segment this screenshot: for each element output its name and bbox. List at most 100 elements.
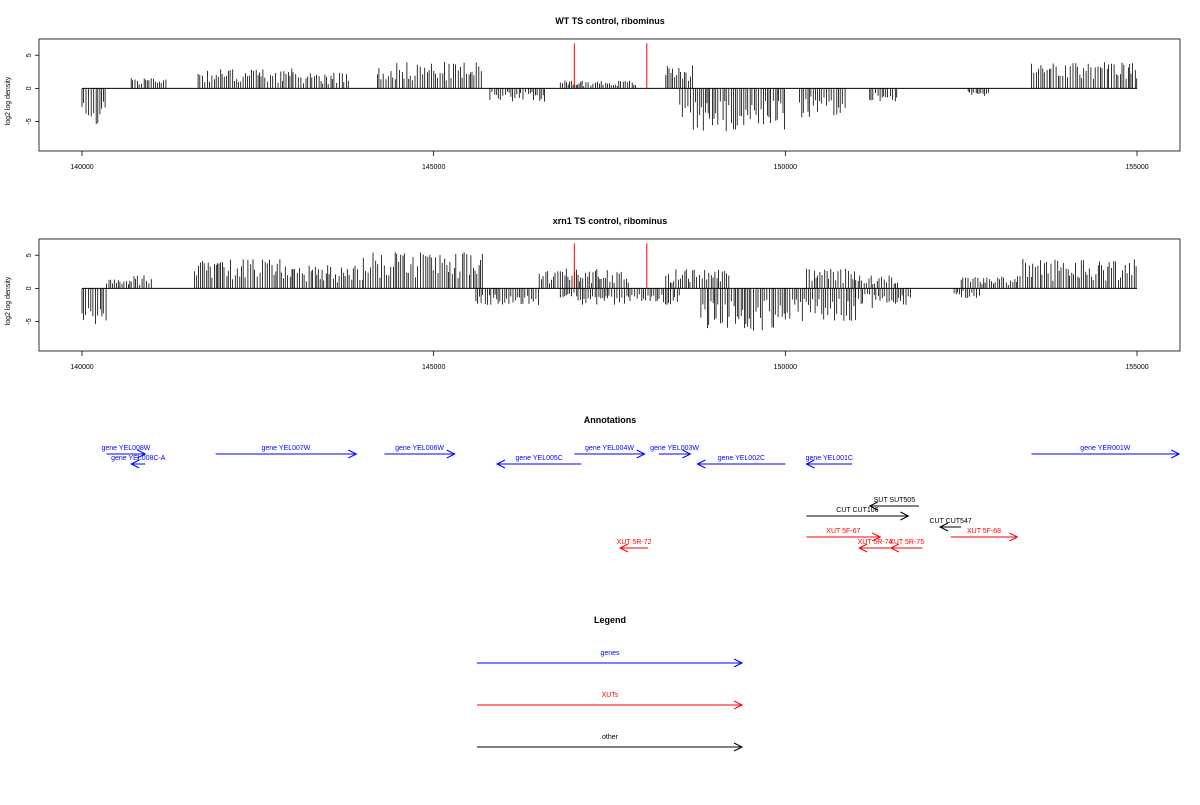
annotation-feature: XUT 5F-68 <box>950 528 1019 542</box>
annotation-feature: gene YEL002C <box>696 455 786 469</box>
wt-marker-lines <box>573 43 648 89</box>
annotation-feature: gene YEL004W <box>574 445 646 459</box>
legend-title: Legend <box>594 615 626 625</box>
feature-arrowhead <box>858 543 868 553</box>
feature-label: XUT 5R-74 <box>858 539 893 546</box>
feature-arrowhead <box>868 501 878 511</box>
y-tick-label: 0 <box>26 86 33 90</box>
x-tick-label: 145000 <box>422 364 445 371</box>
annotation-feature: gene YEL007W <box>215 445 358 459</box>
legend: Legend genes XUTs other <box>477 615 744 752</box>
xrn1-y-axis: -5 0 5 <box>26 253 39 325</box>
legend-arrowhead <box>733 658 744 668</box>
x-tick-label: 150000 <box>774 364 797 371</box>
annotation-feature: gene YEL008W <box>101 445 151 459</box>
legend-item: XUTs <box>477 692 744 710</box>
feature-arrowhead <box>618 543 629 553</box>
xrn1-coverage-panel: xrn1 TS control, ribominus log2 log dens… <box>5 216 1181 371</box>
annotation-feature: gene YEL001C <box>805 455 853 469</box>
wt-y-axis-label: log2 log density <box>5 76 12 125</box>
feature-label: gene YER001W <box>1080 445 1130 452</box>
y-tick-label: -5 <box>26 118 33 124</box>
x-tick-label: 140000 <box>70 364 93 371</box>
legend-item: genes <box>477 650 744 668</box>
legend-arrowhead <box>733 742 744 752</box>
x-tick-label: 150000 <box>774 164 797 171</box>
y-tick-label: -5 <box>26 318 33 324</box>
annotation-feature: XUT 5R-75 <box>889 539 924 553</box>
y-tick-label: 5 <box>26 53 33 57</box>
annotation-feature: gene YEL008C-A <box>111 455 166 469</box>
legend-arrowhead <box>733 700 744 710</box>
feature-label: CUT CUT547 <box>929 518 971 525</box>
feature-label: SUT SUT505 <box>874 497 916 504</box>
annotation-feature: gene YEL006W <box>384 445 456 459</box>
feature-arrowhead <box>636 449 646 459</box>
wt-x-axis: 140000 145000 150000 155000 <box>70 151 1149 171</box>
annotation-feature: gene YEL005C <box>495 455 582 469</box>
wt-bar-series <box>81 62 1138 132</box>
wt-panel-title: WT TS control, ribominus <box>555 16 665 26</box>
legend-label: XUTs <box>602 692 619 699</box>
feature-arrowhead <box>446 449 456 459</box>
annotations-title: Annotations <box>584 415 637 425</box>
xrn1-panel-title: xrn1 TS control, ribominus <box>553 216 668 226</box>
x-tick-label: 145000 <box>422 164 445 171</box>
annotation-feature: gene YER001W <box>1031 445 1181 459</box>
legend-item: other <box>477 734 744 752</box>
feature-label: CUT CUT106 <box>836 507 878 514</box>
x-tick-label: 155000 <box>1125 164 1148 171</box>
feature-label: gene YEL007W <box>262 445 311 452</box>
feature-label: gene YEL003W <box>650 445 699 452</box>
x-tick-label: 155000 <box>1125 364 1148 371</box>
feature-arrowhead <box>900 511 910 521</box>
x-tick-label: 140000 <box>70 164 93 171</box>
feature-label: gene YEL008C-A <box>111 455 166 462</box>
legend-label: genes <box>600 650 620 657</box>
feature-arrowhead <box>348 449 358 459</box>
annotation-feature: XUT 5F-67 <box>806 528 882 542</box>
xrn1-x-axis: 140000 145000 150000 155000 <box>70 351 1149 371</box>
y-tick-label: 0 <box>26 286 33 290</box>
feature-arrowhead <box>1009 532 1019 542</box>
feature-arrowhead <box>495 459 506 469</box>
feature-arrowhead <box>872 532 882 542</box>
annotation-features: gene YEL008W gene YEL008C-A gene YEL007W ge… <box>101 445 1181 553</box>
feature-label: gene YEL002C <box>718 455 765 462</box>
annotation-feature: XUT 5R-74 <box>858 539 893 553</box>
annotation-feature: gene YEL003W <box>650 445 699 459</box>
annotation-feature: CUT CUT106 <box>806 507 910 521</box>
feature-label: XUT 5F-68 <box>967 528 1001 535</box>
feature-label: XUT 5R-75 <box>889 539 924 546</box>
feature-arrowhead <box>805 459 815 469</box>
wt-y-axis: -5 0 5 <box>26 53 39 125</box>
feature-label: XUT 5F-67 <box>826 528 860 535</box>
feature-label: gene YEL004W <box>585 445 634 452</box>
feature-label: XUT 5R-72 <box>617 539 652 546</box>
wt-coverage-panel: WT TS control, ribominus log2 log densit… <box>5 16 1181 171</box>
feature-arrowhead <box>889 543 900 553</box>
feature-label: gene YEL005C <box>515 455 562 462</box>
feature-label: gene YEL001C <box>806 455 853 462</box>
xrn1-plot-frame <box>38 238 1181 352</box>
feature-arrowhead <box>938 522 949 532</box>
legend-label: other <box>602 734 619 741</box>
legend-items: genes XUTs other <box>477 650 744 752</box>
feature-arrowhead <box>682 449 692 459</box>
annotation-feature: SUT SUT505 <box>868 497 919 511</box>
feature-arrowhead <box>130 459 140 469</box>
feature-arrowhead <box>696 459 706 469</box>
y-tick-label: 5 <box>26 253 33 257</box>
annotation-feature: XUT 5R-72 <box>617 539 652 553</box>
feature-label: gene YEL008W <box>101 445 150 452</box>
xrn1-marker-lines <box>573 243 648 289</box>
wt-plot-frame <box>38 38 1181 152</box>
feature-arrowhead <box>137 449 147 459</box>
xrn1-y-axis-label: log2 log density <box>5 276 12 325</box>
xrn1-bar-series <box>81 252 1137 331</box>
annotation-feature: CUT CUT547 <box>929 518 972 532</box>
feature-arrowhead <box>1170 449 1181 459</box>
